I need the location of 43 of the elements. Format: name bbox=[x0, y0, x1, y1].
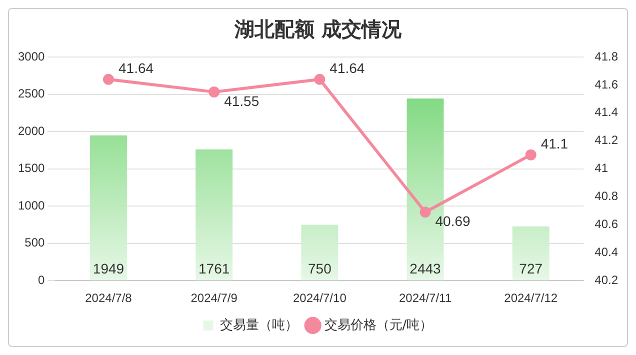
x-tick-label: 2024/7/9 bbox=[190, 291, 238, 306]
y2-tick-label: 41.6 bbox=[594, 77, 618, 92]
y-tick-label: 1500 bbox=[18, 161, 46, 176]
y2-tick-label: 41.8 bbox=[594, 49, 618, 64]
y-tick-label: 2500 bbox=[18, 86, 46, 101]
data-label: 2443 bbox=[410, 260, 442, 276]
y-tick-label: 0 bbox=[38, 272, 46, 287]
x-tick-label: 2024/7/10 bbox=[292, 291, 347, 306]
bar bbox=[512, 226, 550, 280]
x-tick-label: 2024/7/12 bbox=[504, 291, 558, 306]
y2-tick-label: 40.2 bbox=[594, 272, 618, 287]
y-tick-label: 500 bbox=[24, 236, 46, 250]
x-tick-label: 2024/7/8 bbox=[85, 291, 132, 306]
data-label: 1761 bbox=[198, 260, 230, 276]
y-tick-label: 1000 bbox=[18, 198, 46, 212]
data-label: 40.69 bbox=[435, 212, 471, 229]
point bbox=[314, 74, 326, 85]
point bbox=[102, 74, 114, 85]
data-label: 41.1 bbox=[540, 136, 568, 152]
y-tick-label: 3000 bbox=[18, 49, 46, 64]
y2-tick-label: 40.8 bbox=[594, 189, 618, 204]
point bbox=[208, 86, 220, 98]
bar bbox=[196, 149, 233, 280]
legend-label: 交易量（吨） bbox=[220, 316, 298, 333]
bar bbox=[301, 224, 338, 280]
y2-tick-label: 41 bbox=[594, 161, 608, 176]
bar bbox=[90, 135, 127, 280]
data-label: 41.64 bbox=[118, 60, 154, 76]
y2-tick-label: 41.4 bbox=[594, 105, 618, 120]
chart-title: 湖北配额 成交情况 bbox=[234, 17, 402, 42]
data-label: 750 bbox=[308, 260, 332, 276]
data-label: 727 bbox=[519, 260, 543, 276]
y2-tick-label: 40.6 bbox=[594, 217, 618, 232]
x-tick-label: 2024/7/11 bbox=[399, 291, 452, 306]
legend-label: 交易价格（元/吨） bbox=[324, 316, 433, 333]
y2-tick-label: 41.2 bbox=[594, 133, 618, 148]
data-label: 1949 bbox=[92, 260, 124, 276]
y-tick-label: 2000 bbox=[18, 124, 46, 138]
point bbox=[420, 206, 431, 218]
point bbox=[525, 149, 536, 160]
y2-tick-label: 40.4 bbox=[594, 244, 618, 259]
data-label: 41.55 bbox=[224, 92, 260, 109]
data-label: 41.64 bbox=[330, 60, 365, 76]
